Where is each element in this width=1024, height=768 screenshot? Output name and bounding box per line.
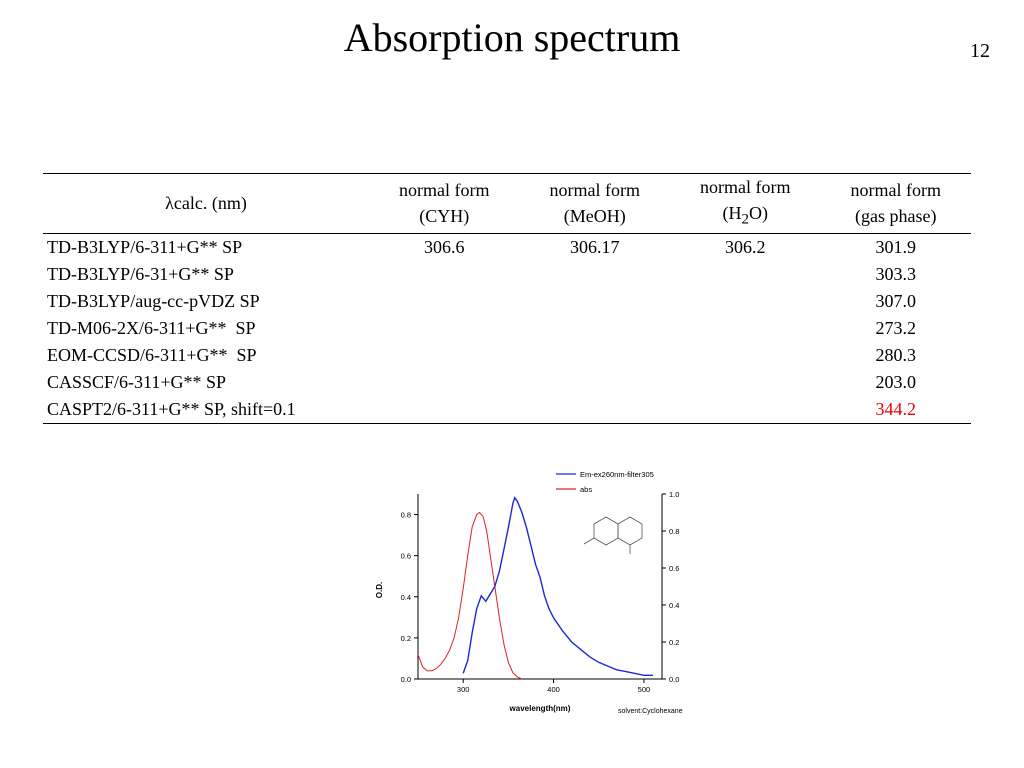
table-row: CASPT2/6-311+G** SP, shift=0.1 344.2 <box>43 396 971 424</box>
legend-label: abs <box>580 485 592 494</box>
header-line2: (gas phase) <box>855 206 937 227</box>
x-axis-label: wavelength(nm) <box>509 704 571 713</box>
y-left-tick-label: 0.2 <box>401 634 411 643</box>
meoh-cell <box>520 315 671 342</box>
y-left-tick-label: 0.0 <box>401 675 411 684</box>
y-axis-label: O.D. <box>375 582 384 598</box>
header-subscript: 2 <box>741 211 750 228</box>
table-row: TD-B3LYP/6-31+G** SP 303.3 <box>43 261 971 288</box>
y-left-tick-label: 0.6 <box>401 552 411 561</box>
cyh-cell: 306.6 <box>424 236 465 257</box>
method-cell: TD-B3LYP/6-31+G** SP <box>47 263 234 284</box>
y-left-tick-label: 0.8 <box>401 511 411 520</box>
legend-label: Em-ex260nm-filter305 <box>580 470 654 479</box>
method-cell: CASSCF/6-311+G** SP <box>47 371 227 392</box>
abs-series-line <box>417 511 523 680</box>
gas-cell: 303.3 <box>875 263 917 284</box>
y-left-tick-label: 0.4 <box>401 593 411 602</box>
method-cell: TD-M06-2X/6-311+G** SP <box>47 317 256 338</box>
chart-legend: Em-ex260nm-filter305 abs <box>556 470 654 494</box>
header-col-h2o: normal form (H2O) <box>670 174 821 234</box>
h2o-cell <box>670 342 821 369</box>
x-tick-label: 300 <box>457 685 470 694</box>
table-row: TD-B3LYP/aug-cc-pVDZ SP 307.0 <box>43 288 971 315</box>
table-row: TD-M06-2X/6-311+G** SP 273.2 <box>43 315 971 342</box>
meoh-cell: 306.17 <box>570 236 620 257</box>
gas-cell: 203.0 <box>875 371 917 392</box>
page-number: 12 <box>970 40 990 62</box>
cyh-cell <box>369 288 520 315</box>
table-row: CASSCF/6-311+G** SP 203.0 <box>43 369 971 396</box>
gas-cell: 280.3 <box>875 344 917 365</box>
y-right-tick-label: 0.0 <box>669 675 679 684</box>
method-cell: CASPT2/6-311+G** SP, shift=0.1 <box>47 398 296 419</box>
header-col-meoh: normal form (MeOH) <box>520 174 671 234</box>
cyh-cell <box>369 315 520 342</box>
h2o-cell: 306.2 <box>725 236 766 257</box>
lambda-symbol: λ <box>165 193 174 214</box>
meoh-cell <box>520 342 671 369</box>
emission-series-line <box>462 496 653 677</box>
header-lambda-calc: λcalc. (nm) <box>43 174 369 234</box>
meoh-cell <box>520 288 671 315</box>
x-tick-label: 500 <box>638 685 651 694</box>
method-cell: TD-B3LYP/aug-cc-pVDZ SP <box>47 290 260 311</box>
h2o-cell <box>670 369 821 396</box>
y-right-tick-label: 0.4 <box>669 601 679 610</box>
header-line2-pre: (H <box>722 203 742 223</box>
molecule-structure-icon <box>583 516 643 554</box>
results-table: λcalc. (nm) normal form (CYH) normal for… <box>43 173 971 424</box>
h2o-cell <box>670 288 821 315</box>
meoh-cell <box>520 396 671 424</box>
header-line2: (MeOH) <box>563 206 626 227</box>
header-line1: normal form <box>549 180 640 201</box>
meoh-cell <box>520 261 671 288</box>
slide-title: Absorption spectrum <box>343 15 681 60</box>
header-col-gas: normal form (gas phase) <box>821 174 972 234</box>
y-right-tick-label: 1.0 <box>669 490 679 499</box>
chart-ticks: 300 400 500 0.0 0.2 0.4 0.6 0.8 0.0 0.2 0.4 0.6 0.8 1… <box>401 490 680 694</box>
table-row: TD-B3LYP/6-311+G** SP 306.6 306.17 306.2… <box>43 233 971 261</box>
solvent-note: solvent:Cyclohexane <box>618 708 683 715</box>
gas-cell: 301.9 <box>875 236 917 257</box>
h2o-cell <box>670 315 821 342</box>
header-line2-post: O) <box>749 203 768 223</box>
header-line2: (CYH) <box>419 206 470 227</box>
gas-cell: 307.0 <box>875 290 917 311</box>
cyh-cell <box>369 369 520 396</box>
header-line1: normal form <box>700 177 791 197</box>
h2o-cell <box>670 396 821 424</box>
table-header-row: λcalc. (nm) normal form (CYH) normal for… <box>43 173 972 234</box>
table-row: EOM-CCSD/6-311+G** SP 280.3 <box>43 342 971 369</box>
header-line1: normal form <box>850 180 941 201</box>
header-col-cyh: normal form (CYH) <box>369 174 520 234</box>
y-right-tick-label: 0.8 <box>669 527 679 536</box>
header-lead-text: calc. (nm) <box>173 193 247 214</box>
absorption-emission-chart: Em-ex260nm-filter305 abs 300 400 500 0.0 0.2 0… <box>375 470 683 715</box>
meoh-cell <box>520 369 671 396</box>
y-right-tick-label: 0.6 <box>669 564 679 573</box>
cyh-cell <box>369 396 520 424</box>
method-cell: EOM-CCSD/6-311+G** SP <box>47 344 257 365</box>
gas-cell: 273.2 <box>875 317 917 338</box>
cyh-cell <box>369 342 520 369</box>
h2o-cell <box>670 261 821 288</box>
chart-series <box>417 496 653 680</box>
cyh-cell <box>369 261 520 288</box>
y-right-tick-label: 0.2 <box>669 638 679 647</box>
gas-cell-highlight: 344.2 <box>875 398 917 419</box>
method-cell: TD-B3LYP/6-311+G** SP <box>47 236 243 257</box>
chart-axes <box>417 494 663 680</box>
header-line1: normal form <box>399 180 490 201</box>
x-tick-label: 400 <box>547 685 560 694</box>
